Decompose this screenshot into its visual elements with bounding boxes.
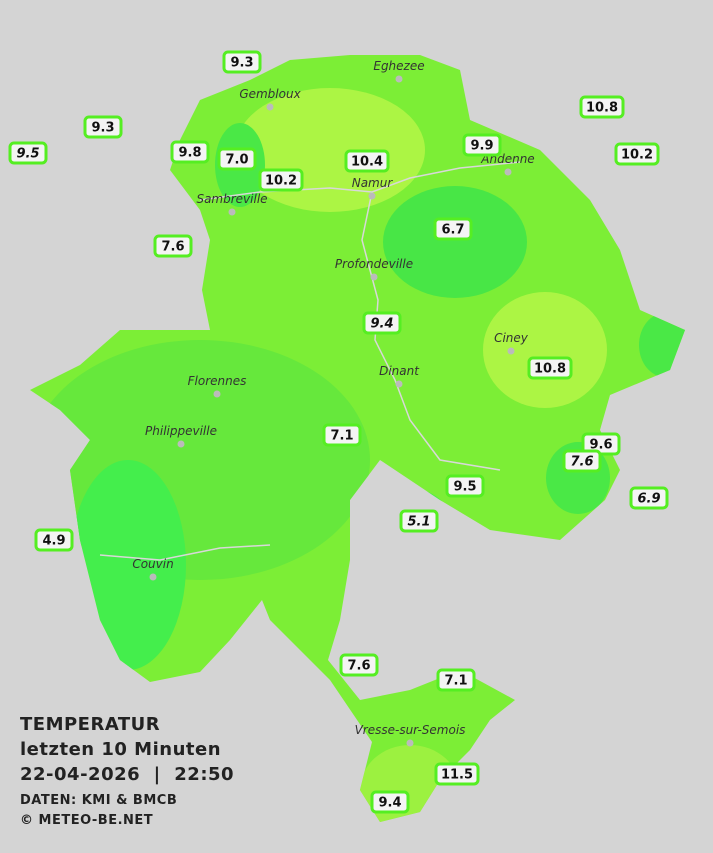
station-value: 7.6 [570, 455, 593, 470]
station-value: 5.1 [407, 515, 430, 530]
city-dot [177, 440, 185, 448]
station-box [614, 142, 660, 166]
station-value: 9.4 [378, 796, 401, 811]
station-box [217, 147, 257, 171]
city-label: Namur [352, 176, 394, 190]
station-box [170, 140, 210, 164]
station-box [434, 762, 480, 786]
city-label: Philippeville [145, 424, 217, 438]
station-box [433, 217, 473, 241]
station-value: 10.8 [586, 101, 618, 116]
station-value: 10.2 [265, 174, 297, 189]
station-value: 7.6 [161, 240, 184, 255]
stations: 9.3 9.3 9.5 9.8 7.0 10.4 10.2 9.9 10.8 10.2 7.6 6.7… [8, 50, 669, 814]
station-box [445, 474, 485, 498]
station-box [436, 668, 476, 692]
station-value: 10.4 [351, 155, 383, 170]
station-box [562, 449, 602, 473]
city-dot [368, 192, 376, 200]
city-dot [370, 273, 378, 281]
station-box [322, 423, 362, 447]
station-box [462, 133, 502, 157]
station-value: 10.2 [621, 148, 653, 163]
station-box [344, 149, 390, 173]
station-box [399, 509, 439, 533]
city-label: Eghezee [373, 59, 424, 73]
city-label: Dinant [379, 364, 420, 378]
title: TEMPERATUR [20, 714, 160, 735]
station-box [579, 95, 625, 119]
city-dot [149, 573, 157, 581]
station-value: 9.6 [589, 438, 612, 453]
station-value: 9.4 [370, 317, 393, 332]
station-value: 9.8 [178, 146, 201, 161]
station-box [629, 486, 669, 510]
station-value: 10.8 [534, 362, 566, 377]
station-box [34, 528, 74, 552]
station-value: 9.3 [91, 121, 114, 136]
station-value: 7.6 [347, 659, 370, 674]
city-dot [213, 390, 221, 398]
station-box [370, 790, 410, 814]
station-value: 7.1 [330, 429, 353, 444]
subtitle: letzten 10 Minuten [20, 739, 221, 760]
station-value: 9.5 [453, 480, 476, 495]
station-value: 7.0 [225, 153, 248, 168]
station-value: 6.7 [441, 223, 464, 238]
station-value: 4.9 [42, 534, 65, 549]
city-dot [395, 75, 403, 83]
station-value: 7.1 [444, 674, 467, 689]
station-value: 9.3 [230, 56, 253, 71]
city-dot [266, 103, 274, 111]
city-dot [504, 168, 512, 176]
city-label: Ciney [494, 331, 529, 345]
city-label: Profondeville [335, 257, 413, 271]
copyright: © METEO-BE.NET [20, 813, 153, 828]
city-labels: EghezeeGemblouxAndenneNamurSambrevillePr… [132, 59, 535, 747]
station-value: 6.9 [637, 492, 660, 507]
city-label: Gembloux [239, 87, 301, 101]
city-dot [507, 347, 515, 355]
station-box [8, 141, 48, 165]
station-box [258, 168, 304, 192]
city-dot [406, 739, 414, 747]
source: DATEN: KMI & BMCB [20, 793, 177, 808]
city-dot [228, 208, 236, 216]
station-box [83, 115, 123, 139]
station-box [527, 356, 573, 380]
station-box [153, 234, 193, 258]
station-value: 9.9 [470, 139, 493, 154]
city-label: Couvin [132, 557, 173, 571]
station-value: 11.5 [441, 768, 473, 783]
city-label: Florennes [188, 374, 247, 388]
city-dot [395, 380, 403, 388]
station-box [339, 653, 379, 677]
station-box [222, 50, 262, 74]
city-label: Vresse-sur-Semois [355, 723, 466, 737]
timestamp: 22-04-2026 | 22:50 [20, 764, 234, 785]
station-value: 9.5 [16, 147, 39, 162]
city-label: Sambreville [196, 192, 267, 206]
station-box [362, 311, 402, 335]
